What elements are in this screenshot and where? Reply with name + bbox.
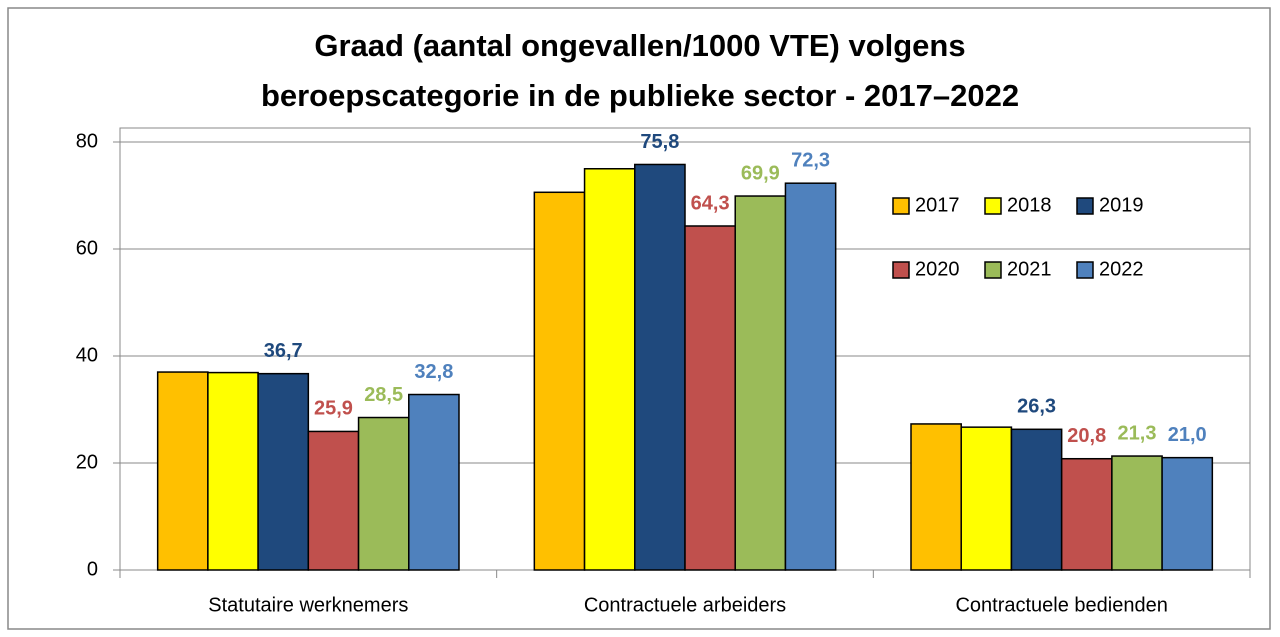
- bar: [583, 168, 636, 571]
- data-label: 20,8: [1067, 425, 1106, 447]
- bar: [910, 423, 962, 571]
- bar: [357, 416, 410, 571]
- legend-label: 2022: [1099, 258, 1144, 280]
- bar: [1010, 428, 1063, 571]
- legend-label: 2020: [915, 258, 960, 280]
- bar: [533, 191, 586, 571]
- data-label: 32,8: [414, 361, 453, 383]
- legend-swatch: [984, 197, 1002, 215]
- data-label: 28,5: [364, 384, 403, 406]
- data-label: 72,3: [791, 149, 830, 171]
- bar: [408, 393, 460, 571]
- x-tick-label: Statutaire werknemers: [208, 594, 408, 616]
- bar: [960, 426, 1013, 571]
- y-tick-label: 40: [76, 344, 98, 366]
- bar: [207, 371, 259, 571]
- y-tick-label: 0: [87, 558, 98, 580]
- legend-label: 2017: [915, 194, 960, 216]
- bar: [1161, 456, 1214, 571]
- data-label: 26,3: [1017, 396, 1056, 418]
- legend-label: 2018: [1007, 194, 1052, 216]
- bar: [634, 163, 686, 571]
- legend-swatch: [984, 261, 1002, 279]
- chart-title: beroepscategorie in de publieke sector -…: [261, 78, 1019, 113]
- data-label: 75,8: [640, 131, 679, 153]
- data-label: 36,7: [264, 340, 303, 362]
- bar: [1111, 455, 1163, 571]
- legend-swatch: [892, 261, 910, 279]
- data-label: 21,3: [1118, 422, 1157, 444]
- bar: [307, 430, 360, 571]
- bar: [734, 195, 787, 571]
- bar: [257, 372, 310, 571]
- y-tick-label: 20: [76, 451, 98, 473]
- legend-swatch: [1076, 261, 1094, 279]
- data-label: 21,0: [1168, 424, 1207, 446]
- y-tick-label: 80: [76, 130, 98, 152]
- bar: [684, 225, 736, 571]
- legend-label: 2019: [1099, 194, 1144, 216]
- x-tick-label: Contractuele arbeiders: [584, 594, 786, 616]
- bar: [784, 182, 837, 571]
- legend-swatch: [1076, 197, 1094, 215]
- data-label: 64,3: [691, 192, 730, 214]
- data-label: 69,9: [741, 162, 780, 184]
- bar: [156, 371, 209, 571]
- bar: [1060, 457, 1113, 571]
- legend-label: 2021: [1007, 258, 1052, 280]
- y-tick-label: 60: [76, 237, 98, 259]
- x-tick-label: Contractuele bedienden: [955, 594, 1167, 616]
- data-label: 25,9: [314, 398, 353, 420]
- chart-title: Graad (aantal ongevallen/1000 VTE) volge…: [314, 28, 965, 63]
- legend-swatch: [892, 197, 910, 215]
